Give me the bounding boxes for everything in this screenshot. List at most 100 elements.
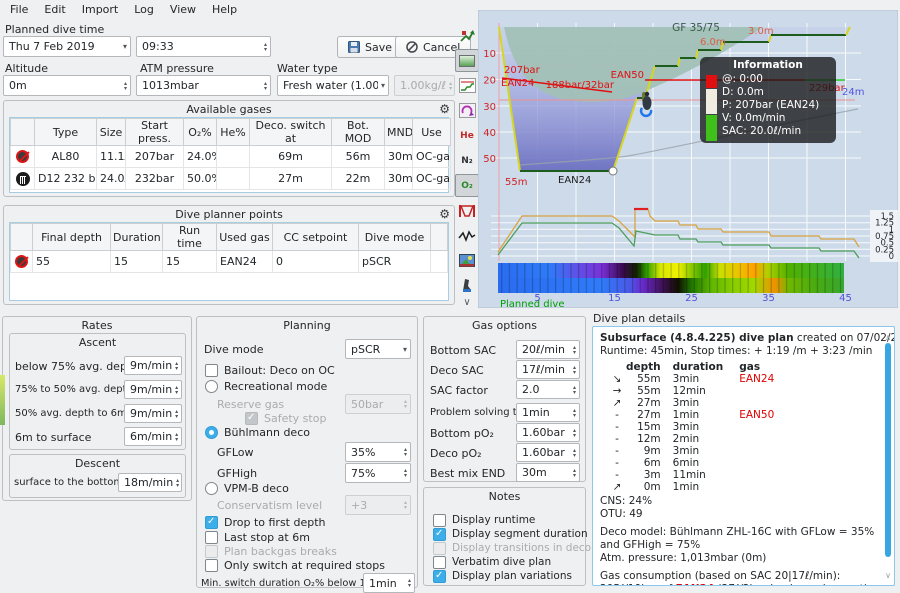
col-use[interactable]: Use [412, 118, 451, 146]
col-size[interactable]: Size [96, 118, 126, 146]
display-segment-duration-checkbox[interactable] [433, 528, 446, 541]
deco-model-line: Deco model: Bühlmann ZHL-16C with GFLow … [600, 526, 875, 551]
col-bot-mod[interactable]: Bot. MOD [331, 118, 385, 146]
dive-plan-details: Subsurface (4.8.4.225) dive plan created… [592, 326, 895, 586]
remove-point-icon[interactable] [10, 250, 33, 273]
rates-panel: Rates Ascent below 75% avg. depth 9m/min… [2, 316, 192, 501]
ascent-rate-spinner[interactable]: 9m/min ▴ ▾ [124, 356, 182, 375]
calc-ceiling-icon[interactable] [455, 49, 479, 72]
drop-first-depth-checkbox[interactable] [205, 516, 218, 529]
vpmb-radio[interactable] [205, 482, 218, 495]
svg-text:10: 10 [483, 49, 496, 60]
menu-view[interactable]: View [169, 2, 197, 16]
sac-factor-spinner[interactable]: 2.0 ▴ ▾ [516, 380, 580, 399]
altitude-label: Altitude [5, 62, 48, 75]
info-tooltip[interactable]: Information @: 0:00 D: 0.0m P: 207bar (E… [700, 57, 836, 143]
col-mnd[interactable]: MND [384, 118, 413, 146]
deco-sac-spinner[interactable]: 17ℓ/min ▴ ▾ [516, 360, 580, 379]
menu-file[interactable]: File [10, 2, 29, 16]
buhlmann-radio[interactable] [205, 426, 218, 439]
menu-import[interactable]: Import [81, 2, 119, 16]
backgas-breaks-label: Plan backgas breaks [224, 545, 337, 558]
min-switch-spinner[interactable]: 1min ▴ ▾ [363, 573, 415, 593]
dive-mode-select[interactable]: pSCR ▾ [345, 339, 411, 359]
trash-icon[interactable] [10, 167, 35, 190]
scrollbar-thumb[interactable] [885, 343, 891, 557]
svg-text:15: 15 [608, 293, 621, 304]
descent-rate-spinner[interactable]: 18m/min ▴ ▾ [118, 473, 182, 492]
bottom-po2-spinner[interactable]: 1.60bar ▴ ▾ [516, 423, 580, 442]
spin-arrows-icon: ▴ ▾ [175, 359, 179, 372]
chevron-down-icon: ▾ [380, 81, 385, 90]
time-spinner[interactable]: 09:33 ▴ ▾ [136, 36, 271, 57]
col-o2[interactable]: O₂% [183, 118, 217, 146]
plan-table: depth duration gas ↘ 55m 3min EAN24 → 55m 12min… [610, 361, 803, 493]
save-button[interactable]: Save [337, 36, 404, 58]
display-runtime-checkbox[interactable] [433, 514, 446, 527]
gear-icon[interactable]: ⚙ [439, 207, 450, 221]
spin-arrows-icon: ▴ ▾ [123, 79, 127, 92]
menu-log[interactable]: Log [134, 2, 154, 16]
bottom-sac-label: Bottom SAC [430, 344, 497, 357]
altitude-spinner[interactable]: 0m ▴ ▾ [3, 75, 131, 96]
bottom-po2-label: Bottom pO₂ [430, 427, 494, 440]
col-he[interactable]: He% [216, 118, 250, 146]
ascent-rate-spinner[interactable]: 9m/min ▴ ▾ [124, 404, 182, 423]
tissues-icon[interactable] [455, 99, 479, 122]
remove-gas-icon[interactable] [10, 145, 35, 168]
problem-time-spinner[interactable]: 1min ▴ ▾ [516, 403, 580, 422]
cancel-button[interactable]: Cancel [395, 36, 472, 58]
col-dive-mode[interactable]: Dive mode [358, 223, 431, 251]
gas-consumption-detail: 205ℓ/19bar of EAN24 (27ℓ/2bar in planned… [600, 583, 880, 585]
planned-dive-time-label: Planned dive time [5, 23, 105, 36]
plan-variations-checkbox[interactable] [433, 570, 446, 583]
collapse-chevron-icon[interactable]: ∨ [463, 296, 471, 308]
col-type[interactable]: Type [34, 118, 97, 146]
spin-arrows-icon: ▴ ▾ [572, 343, 576, 356]
ascent-rate-spinner[interactable]: 9m/min ▴ ▾ [124, 380, 182, 399]
gfhigh-spinner[interactable]: 75% ▴ ▾ [345, 463, 411, 483]
only-switch-checkbox[interactable] [205, 559, 218, 572]
ascent-rate-spinner[interactable]: 6m/min ▴ ▾ [124, 427, 182, 446]
deco-po2-spinner[interactable]: 1.60bar ▴ ▾ [516, 443, 580, 462]
density-value: 1.00kg/ℓ [400, 79, 447, 92]
last-stop-checkbox[interactable] [205, 531, 218, 544]
col-run-time[interactable]: Run time [162, 223, 217, 251]
reserve-gas-spinner: 50bar ▴ ▾ [345, 394, 411, 414]
spin-arrows-icon: ▴ ▾ [449, 79, 453, 92]
ruler-icon[interactable] [455, 274, 479, 297]
atm-pressure-spinner[interactable]: 1013mbar ▴ ▾ [136, 75, 271, 96]
gear-icon[interactable]: ⚙ [439, 102, 450, 116]
date-select[interactable]: Thu 7 Feb 2019 ▾ [3, 36, 131, 57]
col-cc-setpoint[interactable]: CC setpoint [272, 223, 359, 251]
menu-edit[interactable]: Edit [44, 2, 66, 16]
spin-arrows-icon: ▴ ▾ [403, 398, 407, 410]
bailout-checkbox[interactable] [205, 364, 218, 377]
bottom-sac-spinner[interactable]: 20ℓ/min ▴ ▾ [516, 340, 580, 359]
col-duration[interactable]: Duration [110, 223, 163, 251]
water-type-select[interactable]: Fresh water (1.00kg/ℓ) ▾ [277, 75, 389, 96]
scroll-up-icon[interactable]: ∧ [885, 333, 891, 342]
ceiling-3m-icon[interactable] [455, 74, 479, 97]
time-value: 09:33 [142, 40, 174, 53]
recreational-radio[interactable] [205, 380, 218, 393]
best-mix-end-spinner[interactable]: 30m ▴ ▾ [516, 463, 580, 482]
col-used-gas[interactable]: Used gas [216, 223, 273, 251]
n2-graph-icon[interactable]: N₂ [461, 155, 473, 166]
spin-arrows-icon: ▴ ▾ [176, 476, 180, 489]
mod-icon[interactable] [455, 199, 479, 222]
menu-help[interactable]: Help [212, 2, 238, 16]
scroll-down-icon[interactable]: ∨ [885, 571, 891, 580]
photos-icon[interactable] [455, 249, 479, 272]
ascent-rate-icon[interactable] [455, 24, 479, 47]
col-deco-switch[interactable]: Deco. switch at [249, 118, 332, 146]
gflow-spinner[interactable]: 35% ▴ ▾ [345, 442, 411, 462]
svg-text:50: 50 [483, 154, 496, 165]
col-start-press[interactable]: Start press. [125, 118, 184, 146]
he-graph-icon[interactable]: He [460, 130, 474, 141]
col-final-depth[interactable]: Final depth [32, 223, 111, 251]
verbatim-plan-checkbox[interactable] [433, 556, 446, 569]
o2-graph-icon[interactable]: O₂ [455, 174, 479, 197]
spin-arrows-icon: ▴ ▾ [572, 363, 576, 376]
heart-rate-icon[interactable] [455, 224, 479, 247]
